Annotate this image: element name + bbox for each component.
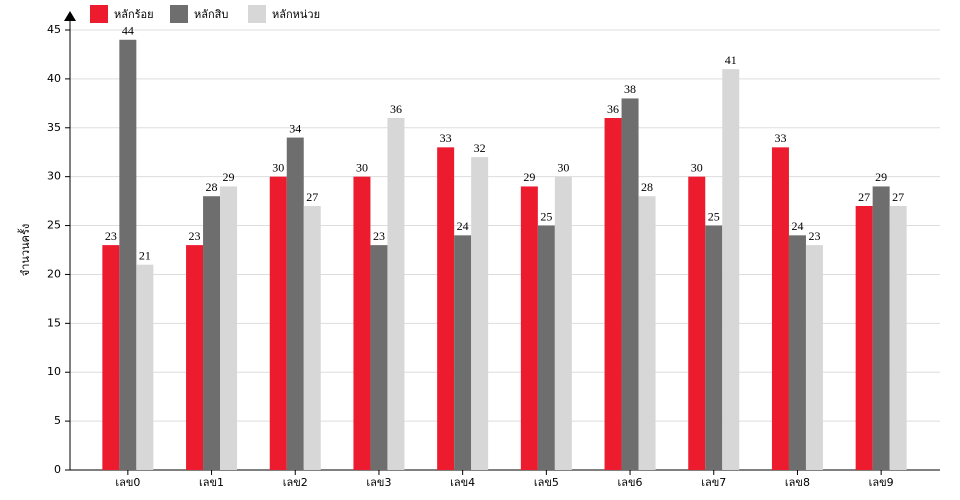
value-label: 30 [356,160,368,174]
legend-label: หลักร้อย [114,8,154,21]
bar [537,225,555,470]
bar [805,245,823,470]
value-label: 30 [272,160,284,174]
bar [286,137,304,471]
value-label: 27 [306,190,318,204]
bar [889,206,907,470]
y-tick-label: 20 [47,267,61,280]
bar [855,206,873,470]
value-label: 27 [892,190,904,204]
legend-label: หลักสิบ [194,8,228,21]
bar [437,147,455,471]
x-tick-label: เลข3 [366,476,391,489]
bar [303,206,321,470]
bar [872,186,890,470]
y-tick-label: 25 [47,219,61,232]
value-label: 41 [725,53,737,67]
value-label: 36 [607,102,619,116]
value-label: 23 [189,229,201,243]
x-tick-label: เลข5 [534,476,559,489]
bar [604,118,622,470]
y-tick-label: 0 [54,463,61,476]
value-label: 29 [875,170,887,184]
legend-swatch [248,5,266,23]
y-tick-label: 15 [47,316,61,329]
value-label: 23 [373,229,385,243]
x-tick-label: เลข8 [785,476,810,489]
y-tick-label: 30 [47,170,61,183]
bar [136,264,154,470]
value-label: 36 [390,102,402,116]
bar [554,176,572,470]
value-label: 27 [858,190,870,204]
value-label: 34 [289,121,301,135]
value-label: 30 [691,160,703,174]
value-label: 25 [540,209,552,223]
value-label: 25 [708,209,720,223]
value-label: 38 [624,82,636,96]
bar [722,69,740,470]
legend-label: หลักหน่วย [272,8,320,21]
value-label: 23 [808,229,820,243]
y-tick-label: 10 [47,365,61,378]
bar [454,235,472,470]
value-label: 24 [457,219,469,233]
value-label: 33 [774,131,786,145]
bar [471,157,489,470]
bar [353,176,371,470]
value-label: 24 [791,219,803,233]
y-tick-label: 40 [47,72,61,85]
x-tick-label: เลข0 [115,476,140,489]
x-tick-label: เลข9 [869,476,894,489]
bar [520,186,538,470]
x-tick-label: เลข1 [199,476,224,489]
bar [688,176,706,470]
value-label: 29 [223,170,235,184]
x-tick-label: เลข6 [618,476,643,489]
legend-swatch [170,5,188,23]
x-tick-label: เลข2 [283,476,308,489]
bar [203,196,221,470]
y-tick-label: 35 [47,121,61,134]
bar [186,245,204,470]
bar [269,176,287,470]
value-label: 21 [139,248,151,262]
y-tick-label: 45 [47,23,61,36]
bar [621,98,639,470]
y-axis-label: จำนวนครั้ง [17,224,32,276]
x-tick-label: เลข4 [450,476,475,489]
bar [102,245,120,470]
value-label: 32 [474,141,486,155]
axis-arrow [64,11,76,21]
y-tick-label: 5 [54,414,61,427]
bar [705,225,723,470]
value-label: 33 [440,131,452,145]
value-label: 44 [122,24,134,38]
bar [638,196,656,470]
bar [370,245,388,470]
bar [387,118,405,470]
value-label: 30 [557,160,569,174]
value-label: 29 [523,170,535,184]
value-label: 23 [105,229,117,243]
bar [220,186,238,470]
bar [771,147,789,471]
bar [119,39,137,471]
value-label: 28 [641,180,653,194]
x-tick-label: เลข7 [701,476,726,489]
bar [788,235,806,470]
legend-swatch [90,5,108,23]
value-label: 28 [206,180,218,194]
